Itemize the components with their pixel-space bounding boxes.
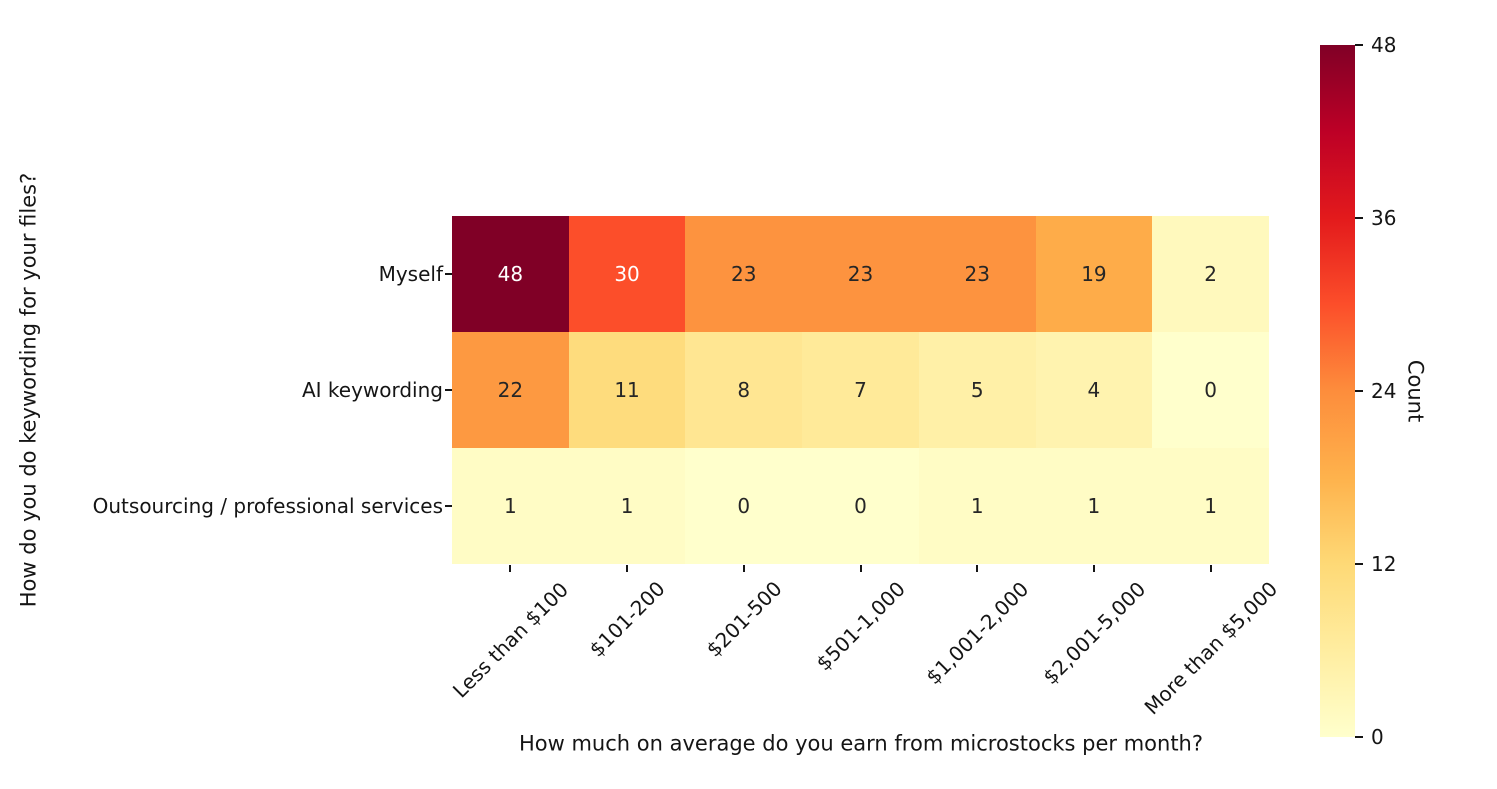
heatmap-cell: 7 bbox=[802, 332, 919, 448]
heatmap-cell: 22 bbox=[452, 332, 569, 448]
heatmap-cell: 5 bbox=[918, 332, 1036, 448]
heatmap-cell: 8 bbox=[685, 332, 803, 448]
x-tick-mark bbox=[859, 565, 862, 572]
y-tick-label: AI keywording bbox=[301, 378, 443, 402]
x-tick-mark bbox=[1092, 565, 1095, 572]
heatmap-cell: 30 bbox=[568, 216, 686, 332]
heatmap-cell: 0 bbox=[685, 448, 803, 564]
colorbar-tick-label: 0 bbox=[1371, 725, 1384, 749]
heatmap-cell: 1 bbox=[452, 448, 569, 564]
x-tick-mark bbox=[626, 565, 629, 572]
x-tick-label: $1,001-2,000 bbox=[921, 576, 1034, 689]
y-tick-mark bbox=[445, 389, 452, 391]
heatmap-cell: 1 bbox=[918, 448, 1036, 564]
heatmap-cell: 2 bbox=[1152, 216, 1269, 332]
colorbar-tick-label: 24 bbox=[1371, 379, 1397, 403]
x-tick-label: $101-200 bbox=[584, 576, 670, 662]
x-tick-label: $501-1,000 bbox=[811, 576, 910, 676]
heatmap-cell: 11 bbox=[568, 332, 686, 448]
colorbar-tick-label: 36 bbox=[1371, 206, 1397, 230]
y-tick-label: Myself bbox=[378, 262, 443, 286]
colorbar-tick-mark bbox=[1355, 390, 1363, 392]
y-tick-mark bbox=[445, 505, 452, 507]
heatmap-cell: 4 bbox=[1035, 332, 1153, 448]
colorbar-tick-label: 48 bbox=[1371, 33, 1397, 57]
heatmap-cell: 23 bbox=[685, 216, 803, 332]
x-tick-mark bbox=[1209, 565, 1212, 572]
x-tick-label: $2,001-5,000 bbox=[1038, 576, 1151, 689]
colorbar-tick-label: 12 bbox=[1371, 552, 1397, 576]
colorbar-tick-mark bbox=[1355, 217, 1363, 219]
y-axis-title: How do you do keywording for your files? bbox=[16, 172, 41, 608]
x-tick-label: Less than $100 bbox=[447, 576, 573, 703]
y-tick-mark bbox=[445, 273, 452, 275]
x-tick-mark bbox=[742, 565, 745, 572]
x-axis-title: How much on average do you earn from mic… bbox=[518, 731, 1204, 756]
colorbar-tick-mark bbox=[1355, 563, 1363, 565]
heatmap-cell: 23 bbox=[918, 216, 1036, 332]
colorbar-tick-mark bbox=[1355, 44, 1363, 46]
heatmap-cell: 19 bbox=[1035, 216, 1153, 332]
heatmap-cell: 1 bbox=[1035, 448, 1153, 564]
colorbar-gradient bbox=[1320, 45, 1355, 737]
heatmap-cell: 1 bbox=[1152, 448, 1269, 564]
x-tick-mark bbox=[976, 565, 979, 572]
x-tick-label: More than $5,000 bbox=[1139, 577, 1282, 720]
colorbar-tick-mark bbox=[1355, 736, 1363, 738]
x-tick-mark bbox=[509, 565, 512, 572]
heatmap-cell: 48 bbox=[452, 216, 569, 332]
heatmap-cell: 23 bbox=[802, 216, 919, 332]
heatmap-cell: 1 bbox=[568, 448, 686, 564]
x-tick-label: $201-500 bbox=[701, 576, 787, 662]
heatmap-cell: 0 bbox=[802, 448, 919, 564]
y-tick-label: Outsourcing / professional services bbox=[92, 494, 443, 518]
heatmap-cell: 0 bbox=[1152, 332, 1269, 448]
heatmap: 48 30 23 23 23 19 2 22 11 8 7 5 4 0 1 1 0 0 1 1 1 bbox=[452, 216, 1269, 564]
colorbar-label: Count bbox=[1403, 359, 1428, 423]
